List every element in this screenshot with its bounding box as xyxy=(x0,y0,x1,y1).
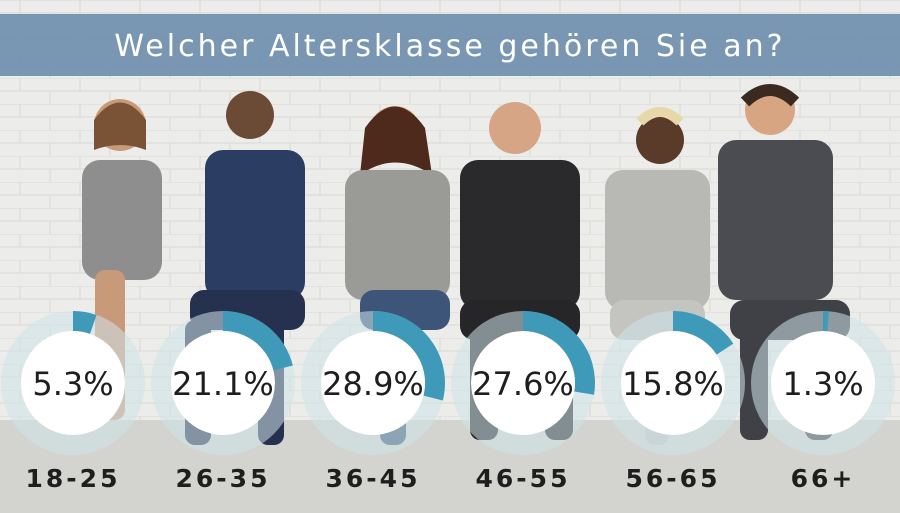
donut-segment-18-25 xyxy=(73,311,97,334)
donut-segment-56-65 xyxy=(673,311,734,355)
donut-center-4 xyxy=(621,331,725,435)
category-label-56-65: 56-65 xyxy=(626,464,721,493)
donut-center-1 xyxy=(171,331,275,435)
category-label-66+: 66+ xyxy=(791,464,856,493)
category-label-46-55: 46-55 xyxy=(476,464,571,493)
value-label-18-25: 5.3% xyxy=(32,365,113,403)
donut-segment-36-45 xyxy=(373,311,445,401)
donut-center-5 xyxy=(771,331,875,435)
category-label-36-45: 36-45 xyxy=(326,464,421,493)
title-banner xyxy=(0,14,900,76)
donut-center-0 xyxy=(21,331,125,435)
chart-title: Welcher Altersklasse gehören Sie an? xyxy=(114,29,785,64)
donut-center-3 xyxy=(471,331,575,435)
value-label-26-35: 21.1% xyxy=(172,365,274,403)
donut-segment-66+ xyxy=(823,311,829,332)
category-label-18-25: 18-25 xyxy=(26,464,121,493)
donut-segment-46-55 xyxy=(523,311,595,395)
value-label-36-45: 28.9% xyxy=(322,365,424,403)
value-label-66+: 1.3% xyxy=(782,365,863,403)
donut-center-2 xyxy=(321,331,425,435)
value-label-46-55: 27.6% xyxy=(472,365,574,403)
category-label-26-35: 26-35 xyxy=(176,464,271,493)
donut-segment-26-35 xyxy=(223,311,293,371)
donut-row: 5.3% 18-25 21.1% 26-35 28.9% 36-45 27.6% 46-55 1… xyxy=(1,311,895,493)
value-label-56-65: 15.8% xyxy=(622,365,724,403)
